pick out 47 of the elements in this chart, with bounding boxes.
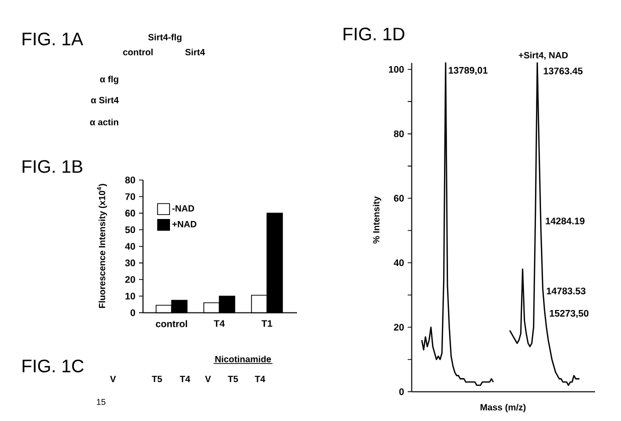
legend-label: +NAD — [172, 221, 196, 228]
y-tick-label: 60 — [394, 194, 404, 202]
text: T5 — [228, 376, 238, 382]
y-axis-title: Fluorescence Intensity (x10$^{4}$) — [97, 184, 108, 308]
y-tick-label: 0 — [130, 309, 136, 316]
x-tick-label: T1 — [262, 320, 272, 327]
text: α actin — [90, 118, 118, 126]
text: V — [205, 376, 211, 382]
y-tick-label: 60 — [125, 210, 136, 217]
text: T4 — [254, 376, 266, 382]
text: T5 — [152, 376, 162, 382]
text: Sirt4 — [185, 48, 205, 56]
text: Sirt4-flg — [148, 34, 182, 42]
text: α Sirt4 — [91, 96, 119, 104]
y-tick-label: 70 — [125, 193, 136, 200]
x-tick-label: control — [156, 320, 188, 328]
x-tick-label: T4 — [214, 320, 225, 327]
series-label: +Sirt4, NAD — [518, 52, 568, 60]
annotation: 13789,01 — [448, 66, 488, 76]
text: FIG. 1C — [22, 360, 84, 372]
y-tick-label: 80 — [125, 176, 136, 184]
y-tick-label: 40 — [125, 242, 136, 250]
annotation: 14783.53 — [546, 288, 586, 294]
text: V — [110, 376, 116, 382]
y-tick-label: 20 — [394, 324, 404, 331]
y-tick-label: 20 — [125, 276, 136, 283]
annotation: 13763.45 — [544, 68, 583, 74]
x-axis-title: Mass (m/z) — [480, 404, 526, 412]
chart-title: FIG. 1D — [344, 28, 404, 40]
y-tick-label: 80 — [394, 130, 404, 138]
text: 15 — [96, 399, 106, 405]
annotation: 14284.19 — [546, 218, 584, 224]
chart-title: FIG. 1B — [22, 160, 82, 173]
text: FIG. 1A — [22, 32, 84, 46]
y-tick-label: 50 — [125, 226, 136, 234]
y-tick-label: 40 — [394, 259, 404, 266]
legend-label: -NAD — [172, 205, 194, 212]
y-tick-label: 100 — [388, 66, 404, 73]
text: α flg — [100, 76, 118, 84]
text: T4 — [180, 376, 190, 382]
y-tick-label: 10 — [126, 292, 136, 300]
y-axis-title: % Intensity — [372, 196, 382, 244]
text: control — [123, 48, 153, 56]
text: Nicotinamide — [215, 356, 271, 362]
y-tick-label: 0 — [399, 388, 404, 396]
annotation: 15273,50 — [550, 310, 588, 318]
y-tick-label: 30 — [125, 260, 136, 266]
